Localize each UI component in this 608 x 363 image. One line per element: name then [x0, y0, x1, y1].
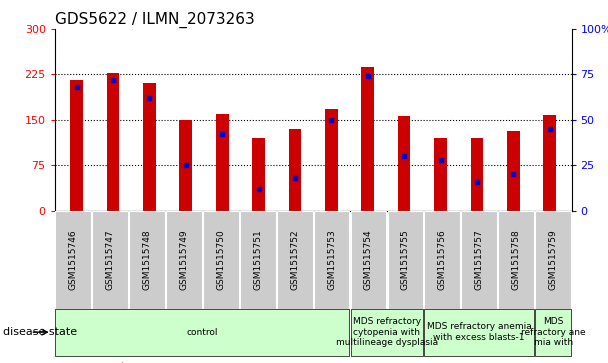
Bar [471, 138, 483, 211]
Text: disease state: disease state [3, 327, 77, 337]
Bar [143, 83, 156, 211]
Bar [216, 114, 229, 211]
Text: MDS refractory
cytopenia with
multilineage dysplasia: MDS refractory cytopenia with multilinea… [336, 317, 438, 347]
Text: GSM1515754: GSM1515754 [364, 229, 373, 290]
Text: GSM1515755: GSM1515755 [401, 229, 410, 290]
Bar [361, 66, 374, 211]
Bar [179, 120, 192, 211]
Text: MDS refractory anemia
with excess blasts-1: MDS refractory anemia with excess blasts… [427, 322, 531, 342]
Text: GSM1515748: GSM1515748 [142, 229, 151, 290]
Text: GSM1515749: GSM1515749 [179, 229, 188, 290]
Bar [252, 138, 265, 211]
Text: GSM1515750: GSM1515750 [216, 229, 226, 290]
Text: ■: ■ [73, 360, 85, 363]
Bar [398, 115, 410, 211]
Bar [544, 115, 556, 211]
Text: GSM1515759: GSM1515759 [548, 229, 558, 290]
Bar [106, 73, 119, 211]
Text: GSM1515752: GSM1515752 [290, 229, 299, 290]
Text: control: control [187, 328, 218, 337]
Bar [507, 131, 520, 211]
Bar [325, 109, 337, 211]
Text: MDS
refractory ane
mia with: MDS refractory ane mia with [520, 317, 586, 347]
Text: GSM1515747: GSM1515747 [106, 229, 114, 290]
Text: GSM1515756: GSM1515756 [438, 229, 447, 290]
Text: count: count [94, 362, 126, 363]
Bar [289, 129, 302, 211]
Bar [70, 81, 83, 211]
Text: GDS5622 / ILMN_2073263: GDS5622 / ILMN_2073263 [55, 12, 255, 28]
Text: GSM1515757: GSM1515757 [475, 229, 484, 290]
Text: GSM1515758: GSM1515758 [512, 229, 520, 290]
Text: GSM1515751: GSM1515751 [254, 229, 262, 290]
Text: GSM1515746: GSM1515746 [69, 229, 78, 290]
Bar [434, 138, 447, 211]
Text: GSM1515753: GSM1515753 [327, 229, 336, 290]
